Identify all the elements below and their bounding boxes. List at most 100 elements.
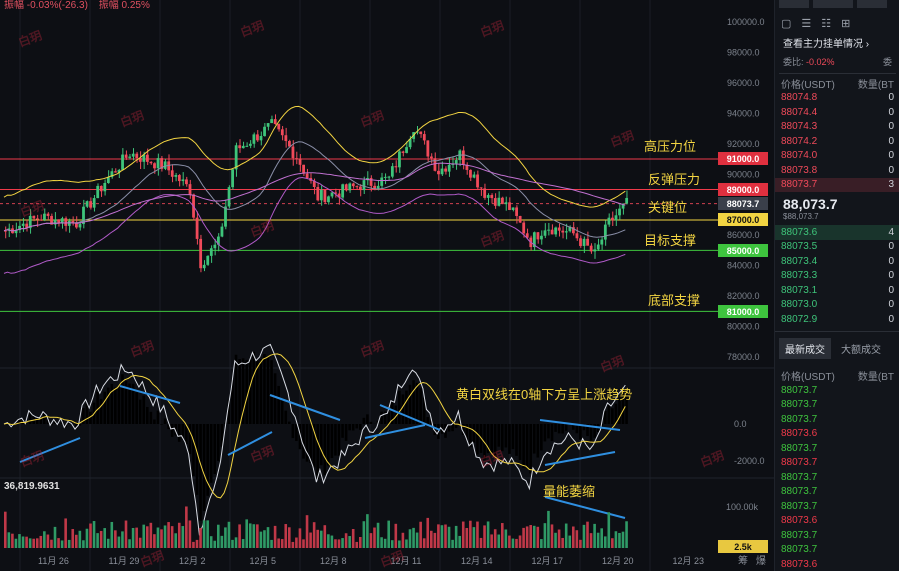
bid-row[interactable]: 88073.6 4 (775, 225, 899, 240)
candle-body (71, 220, 75, 223)
candle-body (515, 207, 518, 216)
trade-row[interactable]: 88073.7 (775, 383, 899, 398)
order-price: 88073.7 (781, 529, 818, 541)
depth-bids-icon[interactable]: ☰ (801, 18, 812, 30)
order-price: 88074.4 (781, 106, 818, 118)
macd-bar (589, 424, 593, 441)
side-tab-3[interactable] (857, 0, 887, 8)
trend-arrow (544, 496, 626, 519)
price-chart[interactable]: 100000.0 98000.0 96000.0 94000.0 92000.0 9000… (0, 0, 774, 571)
candle-body (351, 183, 355, 187)
volume-bar (252, 524, 256, 548)
ask-row[interactable]: 88074.2 0 (775, 134, 899, 149)
volume-bar (99, 530, 103, 548)
ask-row[interactable]: 88073.7 3 (775, 177, 899, 192)
depth-grid-icon[interactable]: ⊞ (841, 18, 851, 30)
macd-bar (131, 383, 135, 424)
volume-bar (302, 539, 305, 548)
volume-bar (128, 539, 131, 548)
side-tab-1[interactable] (779, 0, 809, 8)
volume-bar (586, 521, 589, 548)
candle-body (110, 171, 114, 178)
bid-row[interactable]: 88073.1 0 (775, 283, 899, 298)
volume-bar (28, 538, 32, 548)
volume-bar (170, 526, 174, 548)
bid-row[interactable]: 88073.5 0 (775, 240, 899, 255)
depth-both-icon[interactable]: ▢ (781, 18, 792, 30)
volume-bar (461, 521, 465, 548)
macd-bar (355, 424, 359, 429)
bid-row[interactable]: 88072.9 0 (775, 312, 899, 327)
ask-row[interactable]: 88074.4 0 (775, 105, 899, 120)
trade-row[interactable]: 88073.7 (775, 441, 899, 456)
trade-row[interactable]: 88073.7 (775, 485, 899, 500)
candle-body (302, 164, 305, 174)
candle-body (543, 230, 547, 236)
macd-bar (217, 424, 220, 461)
trade-row[interactable]: 88073.7 (775, 543, 899, 558)
volume-bar (525, 526, 529, 548)
volume-bar (600, 528, 603, 548)
macd-bar (430, 420, 433, 424)
macd-bar (465, 424, 469, 441)
candle-body (419, 131, 423, 135)
trade-row[interactable]: 88073.7 (775, 412, 899, 427)
trade-row[interactable]: 88073.6 (775, 514, 899, 529)
macd-bar (199, 424, 202, 521)
candle-body (138, 158, 142, 162)
trade-row[interactable]: 88073.7 (775, 398, 899, 413)
candle-body (359, 186, 362, 191)
volume-bar (362, 521, 366, 548)
macd-bar (241, 358, 245, 424)
trade-row[interactable]: 88073.7 (775, 456, 899, 471)
volume-bar (291, 541, 295, 548)
trade-row[interactable]: 88073.6 (775, 427, 899, 442)
macd-bar (575, 424, 579, 434)
bid-row[interactable]: 88073.4 0 (775, 254, 899, 269)
order-qty: 3 (888, 179, 894, 191)
bid-row[interactable]: 88073.3 0 (775, 269, 899, 284)
macd-bar (493, 424, 497, 458)
candle-body (440, 168, 444, 175)
macd-value: 36,819.9631 (4, 481, 60, 492)
trade-row[interactable]: 88073.7 (775, 499, 899, 514)
candle-body (568, 227, 572, 232)
macd-bar (515, 424, 518, 456)
macd-bar (295, 424, 298, 441)
boll-mid (3, 141, 626, 238)
candle-body (160, 158, 163, 169)
volume-bar (319, 530, 323, 548)
macd-bar (160, 424, 163, 425)
volume-bar (390, 540, 394, 548)
side-tab-2[interactable] (813, 0, 853, 8)
ask-row[interactable]: 88074.3 0 (775, 120, 899, 135)
macd-bar (181, 424, 185, 440)
candle-body (600, 239, 604, 245)
candle-body (532, 232, 536, 248)
volume-bar (89, 523, 92, 548)
candle-body (486, 195, 490, 198)
order-qty: 0 (888, 164, 894, 176)
main-orders-link[interactable]: 查看主力挂单情况 › (775, 33, 899, 52)
volume-bar (501, 523, 504, 548)
candle-body (405, 147, 408, 153)
trade-row[interactable]: 88073.7 (775, 470, 899, 485)
ask-row[interactable]: 88073.8 0 (775, 163, 899, 178)
trade-row[interactable]: 88073.6 (775, 557, 899, 571)
volume-bar (621, 531, 625, 548)
macd-bar (337, 424, 341, 456)
tab-latest-trades[interactable]: 最新成交 (779, 337, 831, 359)
last-price-block: 88,073.7 $88,073.7 (775, 192, 899, 225)
macd-bar (256, 360, 259, 424)
volume-bar (561, 537, 564, 548)
depth-asks-icon[interactable]: ☷ (821, 18, 832, 30)
ask-row[interactable]: 88074.8 0 (775, 91, 899, 106)
bid-row[interactable]: 88073.0 0 (775, 298, 899, 313)
trade-row[interactable]: 88073.7 (775, 528, 899, 543)
volume-bar (351, 528, 355, 548)
macd-bar (167, 424, 170, 430)
tab-large-trades[interactable]: 大额成交 (841, 344, 881, 356)
macd-bar (248, 359, 252, 424)
ask-row[interactable]: 88074.0 0 (775, 149, 899, 164)
candle-body (270, 119, 274, 124)
